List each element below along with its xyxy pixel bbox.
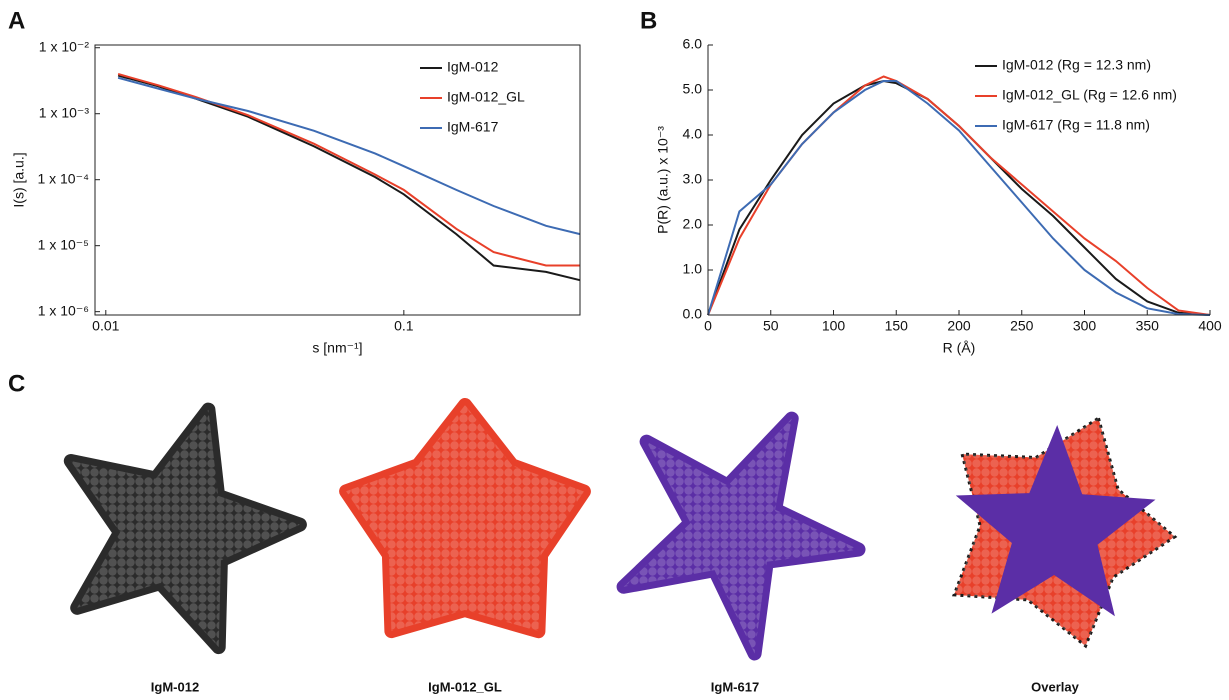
x-tick-label: 400 xyxy=(1198,318,1222,334)
x-tick-label: 150 xyxy=(885,318,909,334)
x-tick-label: 200 xyxy=(947,318,971,334)
y-tick-label: 1 x 10⁻⁴ xyxy=(37,170,89,186)
x-axis-title: R (Å) xyxy=(943,340,976,356)
structure-label: Overlay xyxy=(1031,679,1079,694)
x-tick-label: 50 xyxy=(763,318,779,334)
structure-label: IgM-012 xyxy=(151,679,199,694)
data-line xyxy=(118,76,580,281)
x-tick-label: 0 xyxy=(704,318,712,334)
x-axis-title: s [nm⁻¹] xyxy=(312,340,362,356)
y-tick-label: 4.0 xyxy=(683,126,703,142)
y-tick-label: 2.0 xyxy=(683,216,703,232)
panel-c: C IgM-012 IgM-012_GL IgM-617 Overlay xyxy=(8,370,1175,694)
y-tick-label: 1 x 10⁻⁵ xyxy=(38,236,89,252)
legend-label: IgM-012_GL xyxy=(447,89,525,105)
y-tick-label: 1.0 xyxy=(683,261,703,277)
x-tick-label: 350 xyxy=(1136,318,1160,334)
x-tick-label: 0.1 xyxy=(394,318,414,334)
panel-label: C xyxy=(8,370,25,397)
structure-label: IgM-012_GL xyxy=(428,679,502,694)
panel-label: B xyxy=(640,7,657,34)
legend-label: IgM-012 (Rg = 12.3 nm) xyxy=(1002,57,1151,73)
x-tick-label: 300 xyxy=(1073,318,1097,334)
panel-label: A xyxy=(8,7,25,34)
y-axis-title: P(R) (a.u.) x 10⁻³ xyxy=(655,126,671,234)
legend-label: IgM-617 (Rg = 11.8 nm) xyxy=(1002,117,1150,133)
x-tick-label: 250 xyxy=(1010,318,1034,334)
x-tick-label: 100 xyxy=(822,318,846,334)
y-axis-title: I(s) [a.u.] xyxy=(11,152,27,207)
molecule-shape xyxy=(346,405,584,631)
plot-frame xyxy=(95,45,580,315)
y-tick-label: 5.0 xyxy=(683,81,703,97)
legend-label: IgM-012_GL (Rg = 12.6 nm) xyxy=(1002,87,1177,103)
x-tick-label: 0.01 xyxy=(92,318,119,334)
y-tick-label: 6.0 xyxy=(683,36,703,52)
figure: C IgM-012 IgM-012_GL IgM-617 Overlay A IgM-01… xyxy=(0,0,1229,700)
legend-label: IgM-012 xyxy=(447,59,499,75)
y-tick-label: 3.0 xyxy=(683,171,703,187)
legend-label: IgM-617 xyxy=(447,119,499,135)
data-line xyxy=(708,77,1210,316)
y-tick-label: 1 x 10⁻³ xyxy=(39,104,90,120)
y-tick-label: 1 x 10⁻² xyxy=(39,38,90,54)
y-tick-label: 1 x 10⁻⁶ xyxy=(38,302,89,318)
y-tick-label: 0.0 xyxy=(683,306,703,322)
molecule-shape xyxy=(624,419,859,654)
structure-label: IgM-617 xyxy=(711,679,759,694)
